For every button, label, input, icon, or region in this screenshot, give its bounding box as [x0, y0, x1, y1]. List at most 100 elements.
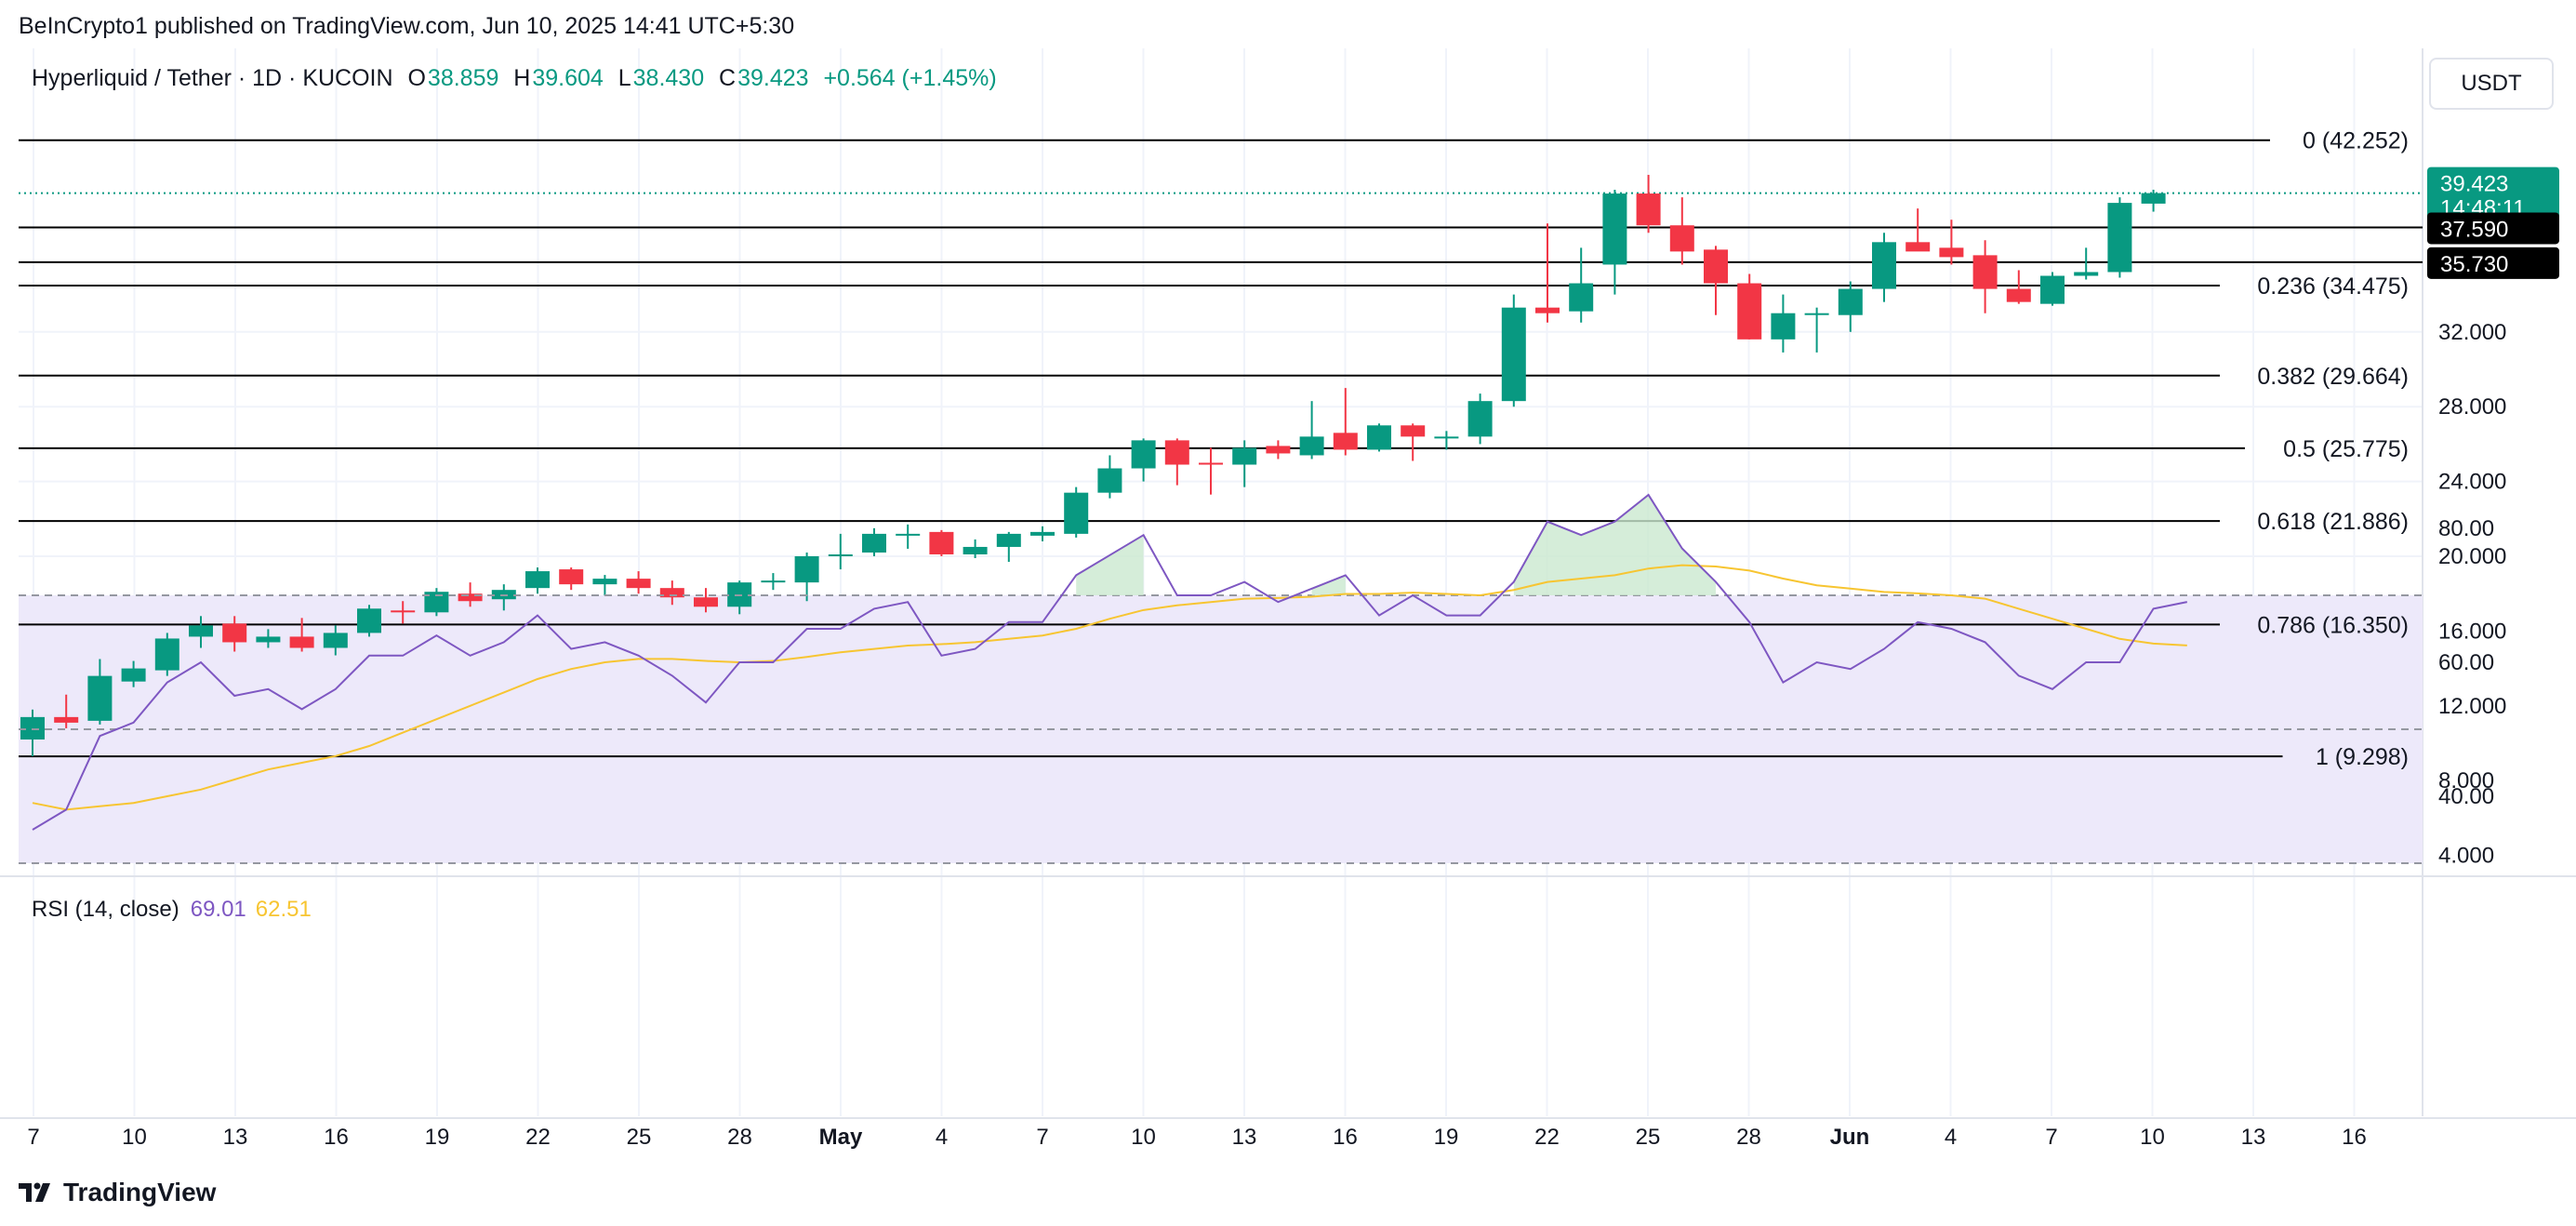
candle-body — [1501, 307, 1526, 402]
last-price-tag-bg — [2427, 167, 2559, 223]
rsi-pane: 40.00 60.00 80.00 — [19, 493, 2494, 864]
candle-body — [2006, 288, 2031, 302]
candle-body — [1164, 440, 1189, 465]
low-label: L — [617, 65, 631, 91]
candle-body — [1569, 283, 1594, 312]
x-tick-label: 7 — [27, 1125, 39, 1150]
x-tick-label: 22 — [525, 1125, 551, 1150]
candle-body — [761, 580, 786, 583]
high-value: 39.604 — [532, 65, 604, 91]
y-tick-label: 4.000 — [2438, 844, 2494, 869]
symbol-title: Hyperliquid / Tether · 1D · KUCOIN — [32, 65, 393, 91]
candle-body — [1972, 255, 1998, 289]
candle-body — [1939, 247, 1964, 258]
candle-body — [1401, 425, 1426, 437]
candle-body — [2040, 275, 2065, 304]
candle-body — [694, 597, 718, 607]
y-tick-label: 20.000 — [2438, 544, 2506, 569]
change-value: +0.564 (+1.45%) — [823, 65, 997, 91]
candle-body — [929, 531, 954, 554]
candle-body — [289, 636, 314, 648]
candle-body — [1232, 447, 1257, 465]
candle-body — [1367, 425, 1391, 450]
x-tick-label: May — [819, 1125, 863, 1150]
candle-body — [1299, 436, 1324, 456]
currency-button[interactable]: USDT — [2429, 58, 2554, 110]
candle-body — [963, 546, 988, 554]
close-value: 39.423 — [737, 65, 809, 91]
x-tick-label: 28 — [727, 1125, 752, 1150]
candle-body — [222, 623, 247, 643]
x-tick-label: 16 — [324, 1125, 349, 1150]
rsi-ma-line — [32, 564, 2187, 811]
rsi-line — [32, 493, 2187, 831]
candle-body — [2107, 203, 2132, 273]
level-a-tag-value: 37.590 — [2440, 217, 2508, 242]
candle-body — [896, 533, 921, 536]
candle-body — [1804, 313, 1829, 315]
y-tick-label: 28.000 — [2438, 394, 2506, 420]
candle-body — [1838, 288, 1863, 315]
candle-body — [1097, 468, 1122, 493]
tradingview-logo[interactable]: TradingView — [19, 1178, 216, 1207]
candle-body — [121, 668, 146, 682]
x-tick-label: 25 — [1636, 1125, 1661, 1150]
y-tick-label: 16.000 — [2438, 619, 2506, 644]
rsi-y-tick-label: 40.00 — [2438, 784, 2494, 809]
level-a-tag-bg — [2427, 212, 2559, 245]
candle-body — [626, 579, 651, 589]
x-tick-label: 19 — [425, 1125, 450, 1150]
candle-body — [1636, 193, 1661, 226]
candle-body — [1030, 531, 1055, 536]
candle-body — [794, 556, 819, 583]
rsi-label: RSI (14, close) — [32, 897, 179, 922]
candle-body — [592, 579, 617, 585]
candle-body — [1467, 401, 1493, 437]
publisher-note: BeInCrypto1 published on TradingView.com… — [19, 13, 795, 39]
x-tick-label: 7 — [2045, 1125, 2057, 1150]
rsi-legend: RSI (14, close) 69.01 62.51 — [32, 897, 312, 923]
x-tick-label: 25 — [627, 1125, 652, 1150]
rsi-overbought-fill — [1076, 535, 1144, 595]
y-tick-label: 8.000 — [2438, 768, 2494, 793]
x-tick-label: 4 — [1945, 1125, 1957, 1150]
symbol-legend: Hyperliquid / Tether · 1D · KUCOIN O38.8… — [32, 65, 999, 92]
fib-level-label: 0.786 (16.350) — [2257, 612, 2409, 638]
x-tick-label: 16 — [1333, 1125, 1358, 1150]
rsi-value: 69.01 — [190, 897, 246, 922]
x-tick-label: 16 — [2342, 1125, 2367, 1150]
fib-level-label: 0 (42.252) — [2303, 128, 2409, 154]
candle-body — [1131, 440, 1156, 469]
x-tick-label: Jun — [1830, 1125, 1870, 1150]
candle-body — [1434, 436, 1459, 439]
candle-body — [559, 569, 584, 585]
brand-name: TradingView — [63, 1178, 217, 1206]
y-tick-label: 24.000 — [2438, 470, 2506, 495]
axes: 7 10 13 16 19 22 25 28 May 4 7 10 13 16 19 22 25 28 Jun 4 7 1… — [27, 320, 2506, 1150]
y-tick-label: 32.000 — [2438, 320, 2506, 345]
x-tick-label: 22 — [1534, 1125, 1560, 1150]
open-label: O — [407, 65, 426, 91]
close-label: C — [719, 65, 737, 91]
candle-body — [54, 716, 79, 723]
x-tick-label: 13 — [223, 1125, 248, 1150]
fib-level-label: 0.236 (34.475) — [2257, 273, 2409, 300]
fibonacci-retracement: 0 (42.252) 0.236 (34.475) 0.382 (29.664) 0.… — [19, 128, 2423, 770]
candle-body — [1199, 462, 1223, 465]
candle-body — [1872, 242, 1896, 289]
candle-body — [391, 610, 416, 613]
candle-body — [1737, 283, 1762, 340]
tradingview-icon — [19, 1182, 50, 1202]
candle-body — [996, 533, 1021, 547]
candle-body — [1266, 446, 1291, 454]
x-tick-label: 7 — [1036, 1125, 1048, 1150]
candle-body — [1669, 225, 1694, 252]
candle-body — [525, 571, 550, 589]
last-price-tag-value: 39.423 — [2440, 172, 2508, 197]
candle-body — [862, 533, 886, 553]
rsi-ma-value: 62.51 — [255, 897, 312, 922]
x-tick-label: 13 — [1232, 1125, 1257, 1150]
candle-body — [424, 592, 449, 613]
